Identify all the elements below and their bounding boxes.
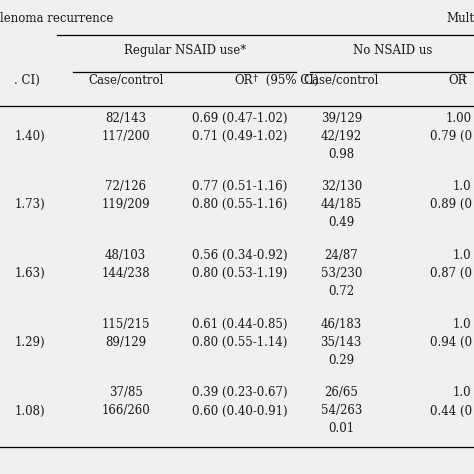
Text: 54/263: 54/263: [320, 404, 362, 418]
Text: 0.89 (0: 0.89 (0: [429, 198, 472, 211]
Text: 24/87: 24/87: [324, 249, 358, 262]
Text: 144/238: 144/238: [101, 267, 150, 280]
Text: 0.49: 0.49: [328, 216, 355, 229]
Text: 1.0: 1.0: [453, 318, 472, 331]
Text: 0.77 (0.51-1.16): 0.77 (0.51-1.16): [191, 180, 287, 193]
Text: 1.73): 1.73): [14, 198, 45, 211]
Text: 0.80 (0.55-1.14): 0.80 (0.55-1.14): [191, 336, 287, 349]
Text: 32/130: 32/130: [320, 180, 362, 193]
Text: 72/126: 72/126: [105, 180, 146, 193]
Text: 0.87 (0: 0.87 (0: [429, 267, 472, 280]
Text: OR: OR: [235, 74, 253, 87]
Text: Mult: Mult: [446, 12, 474, 25]
Text: 1.00: 1.00: [446, 111, 472, 125]
Text: 26/65: 26/65: [324, 386, 358, 400]
Text: 0.71 (0.49-1.02): 0.71 (0.49-1.02): [191, 129, 287, 143]
Text: (95% CI): (95% CI): [262, 74, 319, 87]
Text: 115/215: 115/215: [101, 318, 150, 331]
Text: 0.01: 0.01: [328, 422, 355, 436]
Text: 0.80 (0.55-1.16): 0.80 (0.55-1.16): [191, 198, 287, 211]
Text: 1.0: 1.0: [453, 249, 472, 262]
Text: 35/143: 35/143: [320, 336, 362, 349]
Text: OR: OR: [448, 74, 466, 87]
Text: 0.94 (0: 0.94 (0: [429, 336, 472, 349]
Text: 119/209: 119/209: [101, 198, 150, 211]
Text: 1.0: 1.0: [453, 180, 472, 193]
Text: 1.29): 1.29): [14, 336, 45, 349]
Text: 0.61 (0.44-0.85): 0.61 (0.44-0.85): [191, 318, 287, 331]
Text: lenoma recurrence: lenoma recurrence: [0, 12, 113, 25]
Text: No NSAID us: No NSAID us: [353, 44, 432, 57]
Text: 0.80 (0.53-1.19): 0.80 (0.53-1.19): [191, 267, 287, 280]
Text: 1.0: 1.0: [453, 386, 472, 400]
Text: 42/192: 42/192: [321, 129, 362, 143]
Text: 0.56 (0.34-0.92): 0.56 (0.34-0.92): [191, 249, 287, 262]
Text: 0.79 (0: 0.79 (0: [429, 129, 472, 143]
Text: 89/129: 89/129: [105, 336, 146, 349]
Text: 46/183: 46/183: [320, 318, 362, 331]
Text: 48/103: 48/103: [105, 249, 146, 262]
Text: 0.98: 0.98: [328, 147, 355, 161]
Text: †: †: [253, 74, 258, 83]
Text: 1.40): 1.40): [14, 129, 45, 143]
Text: 0.60 (0.40-0.91): 0.60 (0.40-0.91): [191, 404, 287, 418]
Text: 44/185: 44/185: [320, 198, 362, 211]
Text: 53/230: 53/230: [320, 267, 362, 280]
Text: Case/control: Case/control: [88, 74, 164, 87]
Text: †: †: [461, 74, 466, 83]
Text: 1.08): 1.08): [14, 404, 45, 418]
Text: 0.29: 0.29: [328, 354, 355, 367]
Text: 82/143: 82/143: [105, 111, 146, 125]
Text: 37/85: 37/85: [109, 386, 143, 400]
Text: Case/control: Case/control: [303, 74, 379, 87]
Text: 0.44 (0: 0.44 (0: [429, 404, 472, 418]
Text: 0.39 (0.23-0.67): 0.39 (0.23-0.67): [191, 386, 287, 400]
Text: Regular NSAID use*: Regular NSAID use*: [124, 44, 246, 57]
Text: 166/260: 166/260: [101, 404, 150, 418]
Text: 117/200: 117/200: [101, 129, 150, 143]
Text: 0.69 (0.47-1.02): 0.69 (0.47-1.02): [191, 111, 287, 125]
Text: . CI): . CI): [14, 74, 40, 87]
Text: 0.72: 0.72: [328, 285, 355, 298]
Text: 39/129: 39/129: [320, 111, 362, 125]
Text: 1.63): 1.63): [14, 267, 45, 280]
